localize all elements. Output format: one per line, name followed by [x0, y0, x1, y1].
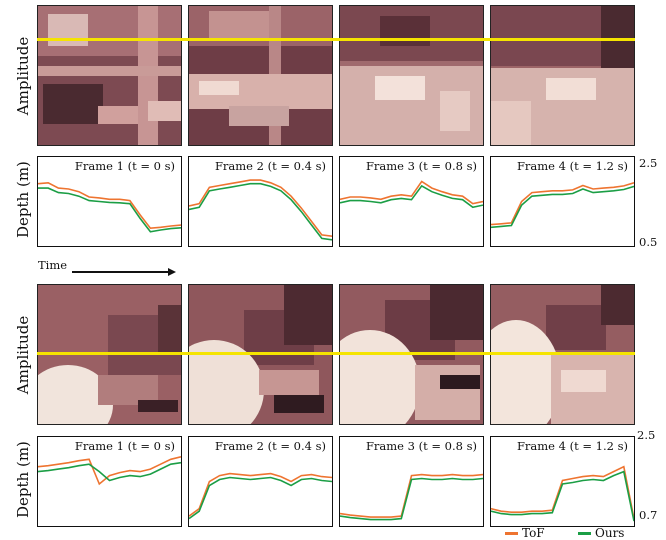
frame-label: Frame 2 (t = 0.4 s)	[214, 159, 326, 173]
depth-plot-a3: Frame 3 (t = 0.8 s)	[339, 156, 484, 247]
y-tick-max-bottom: 2.5	[637, 428, 656, 442]
series-line-tof	[340, 180, 483, 205]
y-tick-max-top: 2.5	[639, 156, 658, 170]
amplitude-image-a4	[490, 5, 635, 146]
scanline-top	[37, 38, 635, 41]
series-line-tof	[491, 182, 634, 226]
frame-label: Frame 3 (t = 0.8 s)	[365, 439, 477, 453]
series-line-ours	[38, 187, 181, 233]
amplitude-label-top: Amplitude	[14, 36, 32, 116]
frame-label: Frame 2 (t = 0.4 s)	[214, 439, 326, 453]
depth-plot-b2: Frame 2 (t = 0.4 s)	[188, 436, 333, 527]
y-tick-min-bottom: 0.7	[639, 508, 658, 522]
series-line-tof	[38, 181, 181, 230]
frame-label: Frame 1 (t = 0 s)	[74, 159, 175, 173]
depth-plot-a4: Frame 4 (t = 1.2 s)	[490, 156, 635, 247]
frame-label: Frame 4 (t = 1.2 s)	[516, 159, 628, 173]
legend-item-ours: Ours	[578, 526, 624, 540]
legend-label-ours: Ours	[595, 526, 625, 540]
frame-label: Frame 3 (t = 0.8 s)	[365, 159, 477, 173]
series-line-ours	[38, 461, 181, 482]
series-line-ours	[189, 182, 332, 241]
amplitude-image-a3	[339, 5, 484, 146]
legend-label-tof: ToF	[522, 526, 545, 540]
series-line-ours	[340, 184, 483, 209]
series-line-tof	[189, 179, 332, 237]
time-label: Time	[38, 258, 68, 272]
legend-item-tof: ToF	[505, 526, 545, 540]
series-line-tof	[38, 456, 181, 486]
amplitude-label-bottom: Amplitude	[14, 315, 32, 395]
series-line-tof	[491, 465, 634, 519]
amplitude-image-a1	[37, 5, 182, 146]
series-line-ours	[491, 470, 634, 522]
depth-plot-a2: Frame 2 (t = 0.4 s)	[188, 156, 333, 247]
legend-swatch-ours	[578, 531, 591, 535]
frame-label: Frame 1 (t = 0 s)	[74, 439, 175, 453]
depth-plot-b4: Frame 4 (t = 1.2 s)	[490, 436, 635, 527]
depth-label-bottom: Depth (m)	[14, 441, 32, 518]
series-line-ours	[189, 476, 332, 520]
depth-label-top: Depth (m)	[14, 161, 32, 238]
time-arrow-icon	[72, 262, 176, 281]
frame-label: Frame 4 (t = 1.2 s)	[516, 439, 628, 453]
series-line-ours	[340, 477, 483, 521]
series-line-ours	[491, 185, 634, 229]
depth-plot-b1: Frame 1 (t = 0 s)	[37, 436, 182, 527]
series-line-tof	[340, 473, 483, 518]
depth-plot-b3: Frame 3 (t = 0.8 s)	[339, 436, 484, 527]
series-line-tof	[189, 472, 332, 517]
amplitude-image-a2	[188, 5, 333, 146]
y-tick-min-top: 0.5	[639, 235, 658, 249]
depth-plot-a1: Frame 1 (t = 0 s)	[37, 156, 182, 247]
legend-swatch-tof	[505, 531, 518, 535]
scanline-bottom	[37, 352, 635, 355]
